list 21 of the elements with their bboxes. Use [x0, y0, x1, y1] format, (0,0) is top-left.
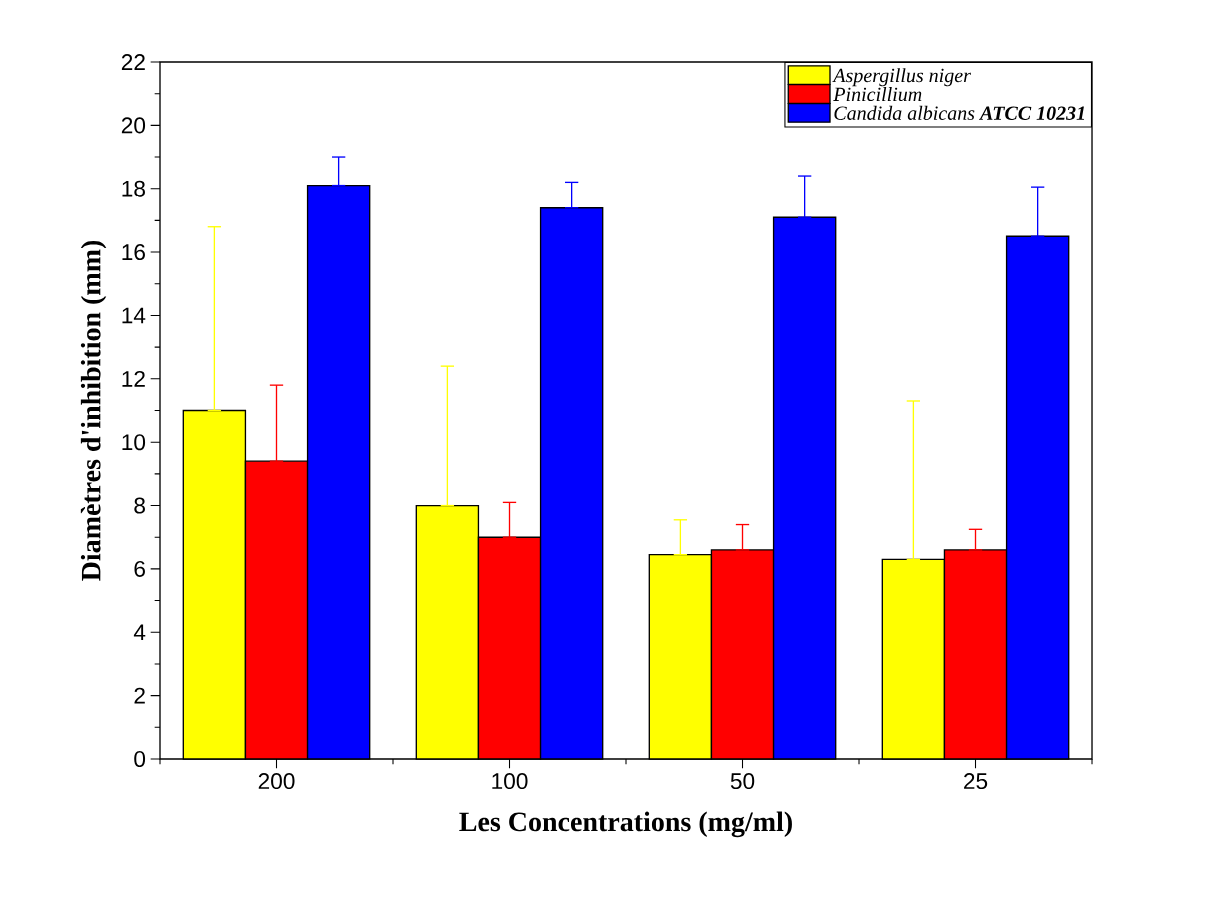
x-tick-label: 50 [730, 773, 755, 790]
y-tick-label: 8 [134, 497, 145, 514]
y-tick-label: 6 [134, 560, 145, 577]
y-axis-title: Diamètres d'inhibition (mm) [80, 240, 107, 581]
y-tick-label: 12 [122, 370, 145, 387]
x-tick-label: 200 [258, 773, 295, 790]
legend-label: Candida albicans ATCC 10231 [834, 105, 1085, 120]
y-tick-label: 16 [122, 244, 145, 261]
y-tick-label: 18 [122, 180, 145, 197]
y-tick-label: 22 [121, 54, 145, 70]
y-tick-label: 0 [134, 750, 146, 768]
legend-label: Pinicillium [833, 87, 922, 102]
x-tick-label: 100 [492, 773, 528, 790]
y-tick-label: 4 [133, 624, 146, 641]
y-tick-label: 10 [122, 434, 146, 451]
x-tick-label: 25 [964, 773, 988, 790]
y-tick-label: 2 [134, 687, 145, 704]
legend-label: Aspergillus niger [832, 68, 971, 87]
x-axis-title: Les Concentrations (mg/ml) [459, 811, 792, 838]
y-tick-label: 14 [122, 307, 146, 324]
y-tick-label: 20 [121, 117, 146, 134]
